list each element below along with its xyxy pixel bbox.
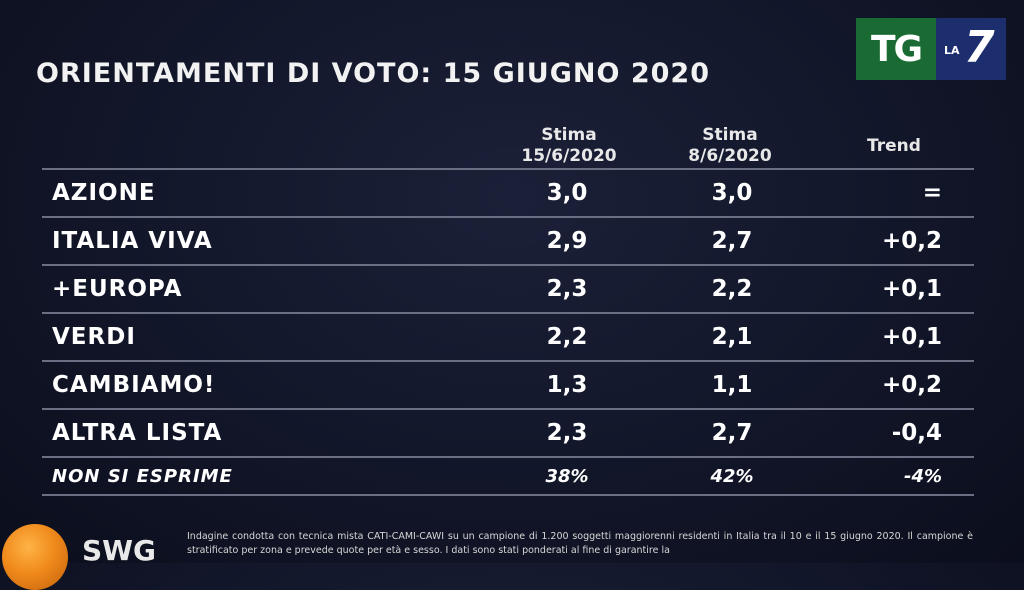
methodology-footnote: Indagine condotta con tecnica mista CATI… (187, 531, 973, 556)
value-15-6: 1,3 (546, 372, 588, 398)
tg-la7-logo: TG LA 7 (856, 18, 1006, 80)
table-row: +EUROPA 2,3 2,2 +0,1 (42, 266, 974, 314)
value-15-6: 2,2 (546, 324, 588, 350)
page-title: ORIENTAMENTI DI VOTO: 15 GIUGNO 2020 (36, 58, 710, 89)
column-header-stima-15-6: Stima 15/6/2020 (494, 125, 644, 167)
party-name: CAMBIAMO! (52, 372, 216, 398)
trend-value: +0,2 (881, 372, 942, 398)
value-15-6: 2,9 (546, 228, 588, 254)
party-name: NON SI ESPRIME (52, 465, 233, 487)
swg-logo: SWG (0, 520, 175, 590)
column-header-line1: Trend (867, 136, 921, 156)
column-header-stima-8-6: Stima 8/6/2020 (660, 125, 800, 167)
table-row: NON SI ESPRIME 38% 42% -4% (42, 458, 974, 496)
trend-value: +0,1 (881, 324, 942, 350)
value-8-6: 2,7 (711, 420, 753, 446)
tg-logo-mark: TG (856, 18, 936, 80)
trend-value: -0,4 (891, 420, 942, 446)
party-name: ALTRA LISTA (52, 420, 223, 446)
voting-table: AZIONE 3,0 3,0 = ITALIA VIVA 2,9 2,7 +0,… (42, 168, 974, 496)
value-8-6: 42% (710, 465, 754, 487)
la7-logo-seven: 7 (964, 22, 995, 73)
la7-logo-mark: LA 7 (936, 18, 1006, 80)
value-15-6: 38% (545, 465, 589, 487)
value-15-6: 2,3 (546, 276, 588, 302)
party-name: +EUROPA (52, 276, 183, 302)
trend-value: +0,1 (881, 276, 942, 302)
table-row: ITALIA VIVA 2,9 2,7 +0,2 (42, 218, 974, 266)
value-8-6: 3,0 (711, 180, 753, 206)
value-15-6: 2,3 (546, 420, 588, 446)
column-header-line2: 15/6/2020 (521, 146, 617, 166)
value-8-6: 2,1 (711, 324, 753, 350)
table-row: ALTRA LISTA 2,3 2,7 -0,4 (42, 410, 974, 458)
trend-value: = (922, 180, 942, 206)
column-header-line2: 8/6/2020 (688, 146, 772, 166)
party-name: AZIONE (52, 180, 156, 206)
swg-wordmark: SWG (82, 534, 157, 567)
swg-globe-icon (2, 524, 68, 590)
value-8-6: 2,7 (711, 228, 753, 254)
column-header-trend: Trend (844, 136, 944, 157)
trend-value: -4% (903, 465, 942, 487)
party-name: ITALIA VIVA (52, 228, 213, 254)
value-8-6: 2,2 (711, 276, 753, 302)
table-row: VERDI 2,2 2,1 +0,1 (42, 314, 974, 362)
table-row: AZIONE 3,0 3,0 = (42, 168, 974, 218)
party-name: VERDI (52, 324, 136, 350)
la7-logo-la: LA (944, 44, 960, 57)
value-15-6: 3,0 (546, 180, 588, 206)
column-header-line1: Stima (541, 125, 597, 145)
trend-value: +0,2 (881, 228, 942, 254)
value-8-6: 1,1 (711, 372, 753, 398)
column-header-line1: Stima (702, 125, 758, 145)
table-row: CAMBIAMO! 1,3 1,1 +0,2 (42, 362, 974, 410)
